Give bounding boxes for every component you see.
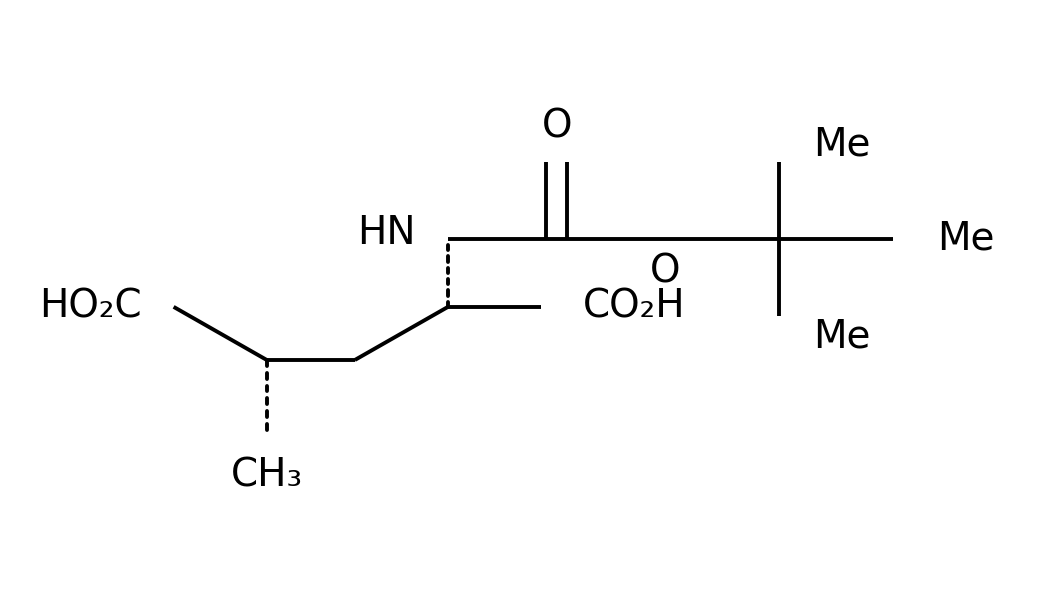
Text: Me: Me bbox=[813, 318, 870, 355]
Text: Me: Me bbox=[813, 126, 870, 163]
Text: CH₃: CH₃ bbox=[231, 456, 303, 494]
Text: HO₂C: HO₂C bbox=[40, 288, 143, 326]
Text: Me: Me bbox=[937, 220, 994, 258]
Text: CO₂H: CO₂H bbox=[583, 288, 686, 326]
Text: HN: HN bbox=[357, 214, 415, 252]
Text: O: O bbox=[651, 253, 681, 290]
Text: O: O bbox=[541, 108, 572, 146]
